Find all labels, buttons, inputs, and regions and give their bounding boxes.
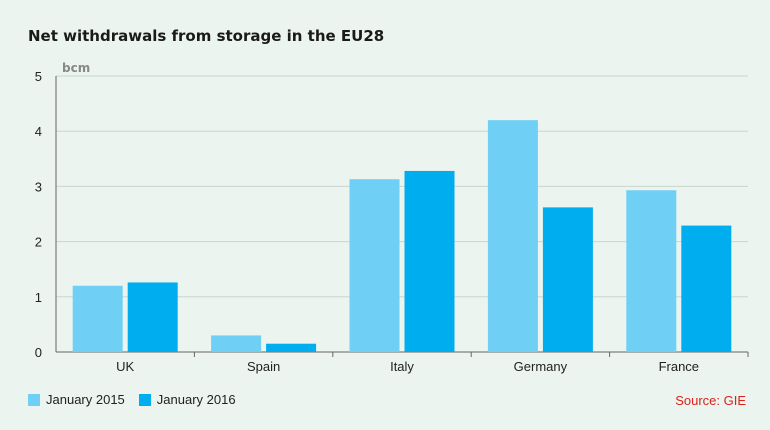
legend: January 2015 January 2016: [28, 392, 236, 407]
bar-italy-2015: [349, 179, 400, 352]
bar-germany-2015: [487, 120, 538, 352]
legend-item-2015: January 2015: [28, 392, 125, 407]
y-tick-label: 4: [35, 124, 42, 139]
chart-title: Net withdrawals from storage in the EU28: [28, 27, 385, 45]
bar-uk-2016: [127, 282, 178, 352]
bar-germany-2016: [542, 207, 593, 352]
legend-label-2015: January 2015: [46, 392, 125, 407]
x-tick-label: France: [659, 359, 699, 374]
legend-item-2016: January 2016: [138, 392, 236, 407]
y-tick-label: 1: [35, 290, 42, 305]
x-tick-label: UK: [116, 359, 134, 374]
y-tick-label: 5: [35, 69, 42, 84]
bar-spain-2016: [266, 343, 317, 352]
y-tick-label: 3: [35, 179, 42, 194]
y-tick-label: 0: [35, 345, 42, 360]
x-tick-label: Spain: [247, 359, 280, 374]
bar-france-2016: [681, 225, 732, 352]
source-note: Source: GIE: [675, 393, 746, 408]
y-tick-label: 2: [35, 235, 42, 250]
bar-spain-2015: [211, 335, 262, 352]
legend-label-2016: January 2016: [156, 392, 236, 407]
bar-italy-2016: [404, 170, 455, 352]
y-axis-unit-label: bcm: [62, 61, 90, 75]
legend-swatch-2016: [138, 393, 151, 406]
bar-uk-2015: [72, 285, 123, 352]
legend-swatch-2015: [28, 393, 40, 406]
x-tick-label: Italy: [390, 359, 414, 374]
x-tick-label: Germany: [514, 359, 568, 374]
bar-france-2015: [626, 190, 677, 352]
